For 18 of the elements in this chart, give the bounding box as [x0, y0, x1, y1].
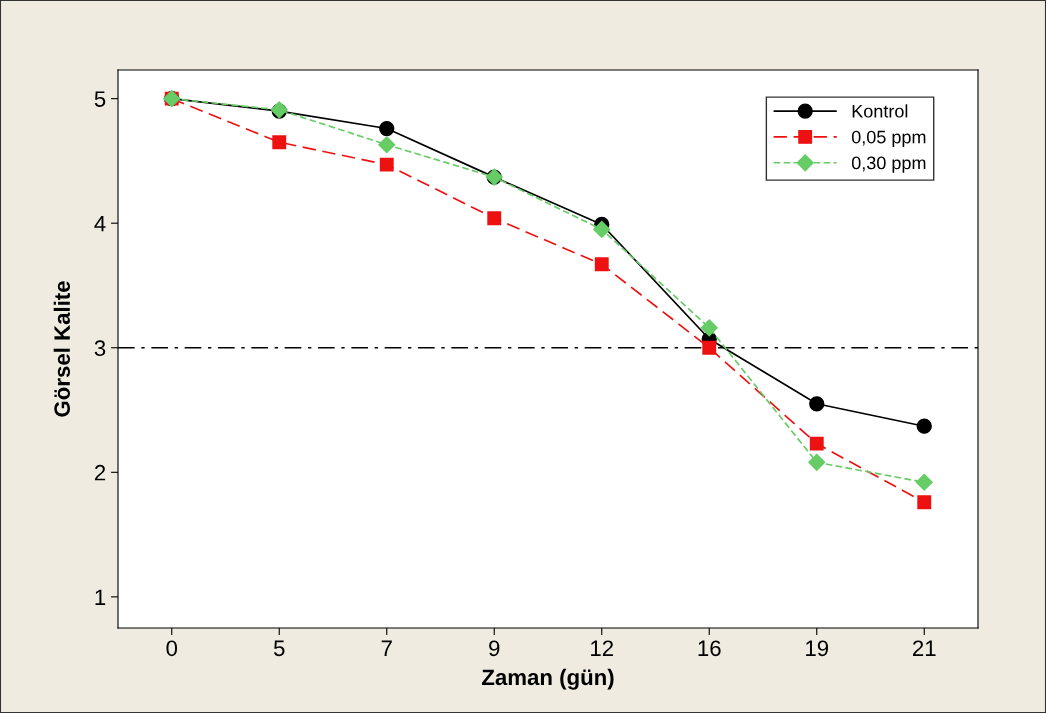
y-tick-label: 1 — [95, 589, 106, 605]
y-tick-label: 2 — [94, 464, 106, 481]
y-tick-label: 4 — [94, 215, 106, 232]
legend-label: Kontrol — [852, 104, 908, 118]
x-tick-label: 7 — [381, 640, 392, 656]
x-tick-label: 19 — [806, 640, 829, 657]
legend-label: 0,05 ppm — [851, 130, 926, 147]
y-axis-title: Görsel Kalite — [53, 281, 70, 417]
x-tick-label: 21 — [913, 640, 936, 656]
x-tick-label: 5 — [273, 640, 285, 657]
x-tick-label: 0 — [166, 640, 178, 657]
x-tick-label: 16 — [698, 640, 721, 657]
x-tick-label: 9 — [489, 640, 500, 657]
legend-label: 0,30 ppm — [851, 156, 926, 173]
y-tick-label: 5 — [94, 91, 106, 107]
x-tick-label: 12 — [591, 640, 613, 656]
x-axis-title: Zaman (gün) — [482, 668, 614, 690]
y-tick-label: 3 — [94, 340, 106, 357]
